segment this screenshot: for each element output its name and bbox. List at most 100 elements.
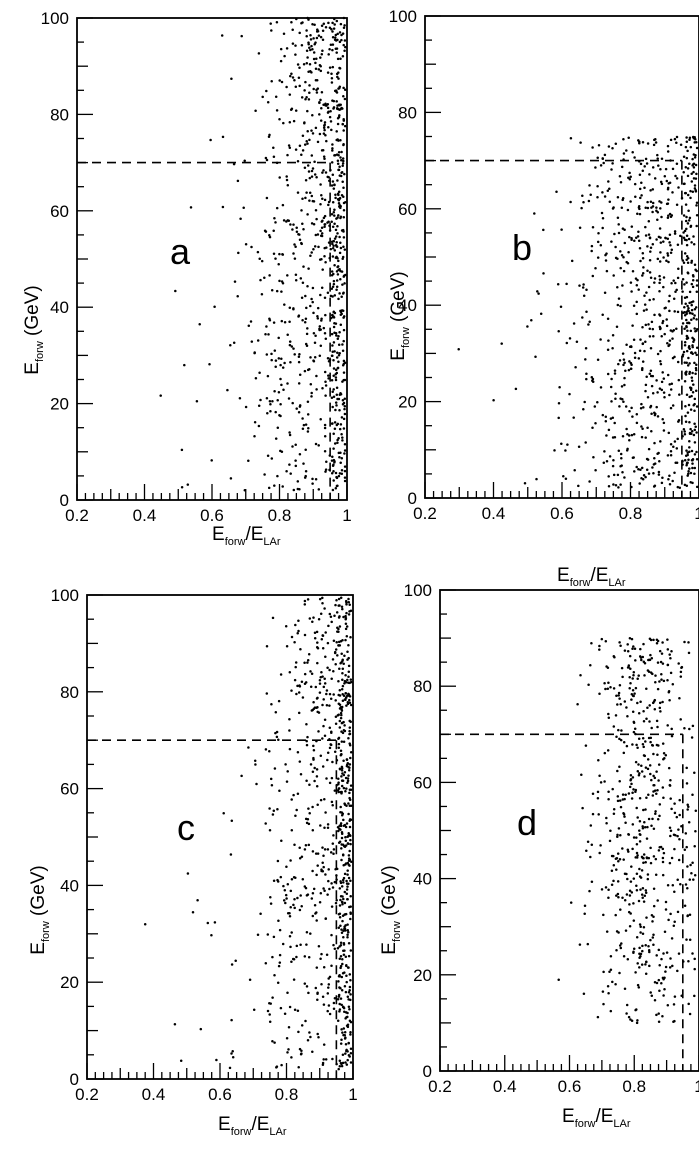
scatter-point <box>277 390 281 394</box>
scatter-point <box>309 356 312 359</box>
scatter-point <box>292 119 296 123</box>
scatter-point <box>687 219 691 222</box>
scatter-point <box>689 386 693 390</box>
scatter-point <box>623 987 627 991</box>
scatter-point <box>648 637 652 640</box>
scatter-point <box>647 447 651 451</box>
scatter-point <box>669 797 672 800</box>
scatter-point <box>686 167 690 170</box>
scatter-point <box>586 840 590 844</box>
scatter-point <box>597 758 600 762</box>
scatter-point <box>347 656 350 660</box>
scatter-point <box>337 343 341 347</box>
scatter-point <box>327 879 330 883</box>
scatter-point <box>656 153 659 157</box>
scatter-point <box>349 818 353 821</box>
scatter-point <box>305 743 309 747</box>
scatter-point <box>618 944 622 947</box>
scatter-point <box>327 53 330 56</box>
scatter-point <box>274 710 278 714</box>
scatter-point <box>334 487 338 490</box>
scatter-point <box>277 357 281 360</box>
scatter-point <box>280 383 283 387</box>
scatter-point <box>336 162 340 166</box>
scatter-point <box>294 245 297 248</box>
scatter-point <box>301 21 304 24</box>
scatter-point <box>636 854 639 857</box>
scatter-point <box>296 896 299 900</box>
scatter-point <box>315 775 319 778</box>
scatter-point <box>603 450 606 453</box>
scatter-point <box>349 703 353 707</box>
scatter-point <box>602 461 606 465</box>
scatter-point <box>616 703 619 706</box>
scatter-point <box>629 281 633 284</box>
scatter-point <box>660 201 663 204</box>
scatter-point <box>209 138 212 142</box>
scatter-point <box>661 476 664 480</box>
scatter-point <box>298 760 302 763</box>
scatter-point <box>652 887 656 891</box>
scatter-point <box>686 914 689 918</box>
scatter-point <box>594 166 597 169</box>
scatter-point <box>667 690 671 693</box>
scatter-point <box>290 798 293 801</box>
scatter-point <box>337 980 340 983</box>
scatter-point <box>683 726 686 730</box>
scatter-point <box>685 845 688 849</box>
scatter-point <box>639 955 642 958</box>
y-tick-label: 20 <box>50 395 69 414</box>
scatter-point <box>344 696 348 699</box>
scatter-point <box>316 233 320 236</box>
scatter-point <box>304 294 307 298</box>
scatter-point <box>344 674 347 677</box>
scatter-point <box>638 867 641 871</box>
scatter-point <box>683 361 687 364</box>
scatter-point <box>598 692 601 695</box>
scatter-point <box>645 687 648 690</box>
scatter-point <box>310 391 313 395</box>
scatter-point <box>278 279 281 283</box>
scatter-point <box>333 651 337 655</box>
scatter-point <box>695 279 699 282</box>
scatter-point <box>632 730 636 734</box>
scatter-point <box>285 220 288 223</box>
scatter-point <box>628 676 631 679</box>
y-tick-label: 40 <box>413 870 432 889</box>
scatter-point <box>336 179 339 182</box>
scatter-point <box>620 254 624 257</box>
scatter-point <box>692 317 696 320</box>
scatter-point <box>335 598 338 602</box>
scatter-point <box>596 358 600 361</box>
scatter-point <box>635 300 638 304</box>
scatter-point <box>653 277 657 280</box>
scatter-point <box>669 215 673 218</box>
scatter-point <box>319 183 322 186</box>
scatter-point <box>659 710 662 713</box>
scatter-point <box>618 684 622 687</box>
scatter-point <box>330 471 334 475</box>
scatter-point <box>301 149 305 152</box>
scatter-point <box>599 781 603 784</box>
scatter-point <box>660 982 663 985</box>
scatter-point <box>312 51 316 54</box>
scatter-point <box>304 342 308 346</box>
scatter-point <box>300 209 303 212</box>
scatter-point <box>632 671 636 674</box>
scatter-point <box>307 426 310 430</box>
scatter-point <box>349 993 352 996</box>
scatter-point <box>630 406 633 410</box>
scatter-point <box>329 697 333 701</box>
scatter-point <box>320 868 323 871</box>
scatter-point <box>297 619 300 623</box>
scatter-point <box>308 617 312 620</box>
scatter-point <box>686 803 689 807</box>
scatter-point <box>343 823 347 827</box>
scatter-point <box>341 122 345 126</box>
x-tick-label: 1 <box>694 504 699 523</box>
scatter-point <box>309 33 312 37</box>
scatter-point <box>611 436 615 439</box>
scatter-point <box>606 317 610 320</box>
scatter-point <box>674 174 677 178</box>
